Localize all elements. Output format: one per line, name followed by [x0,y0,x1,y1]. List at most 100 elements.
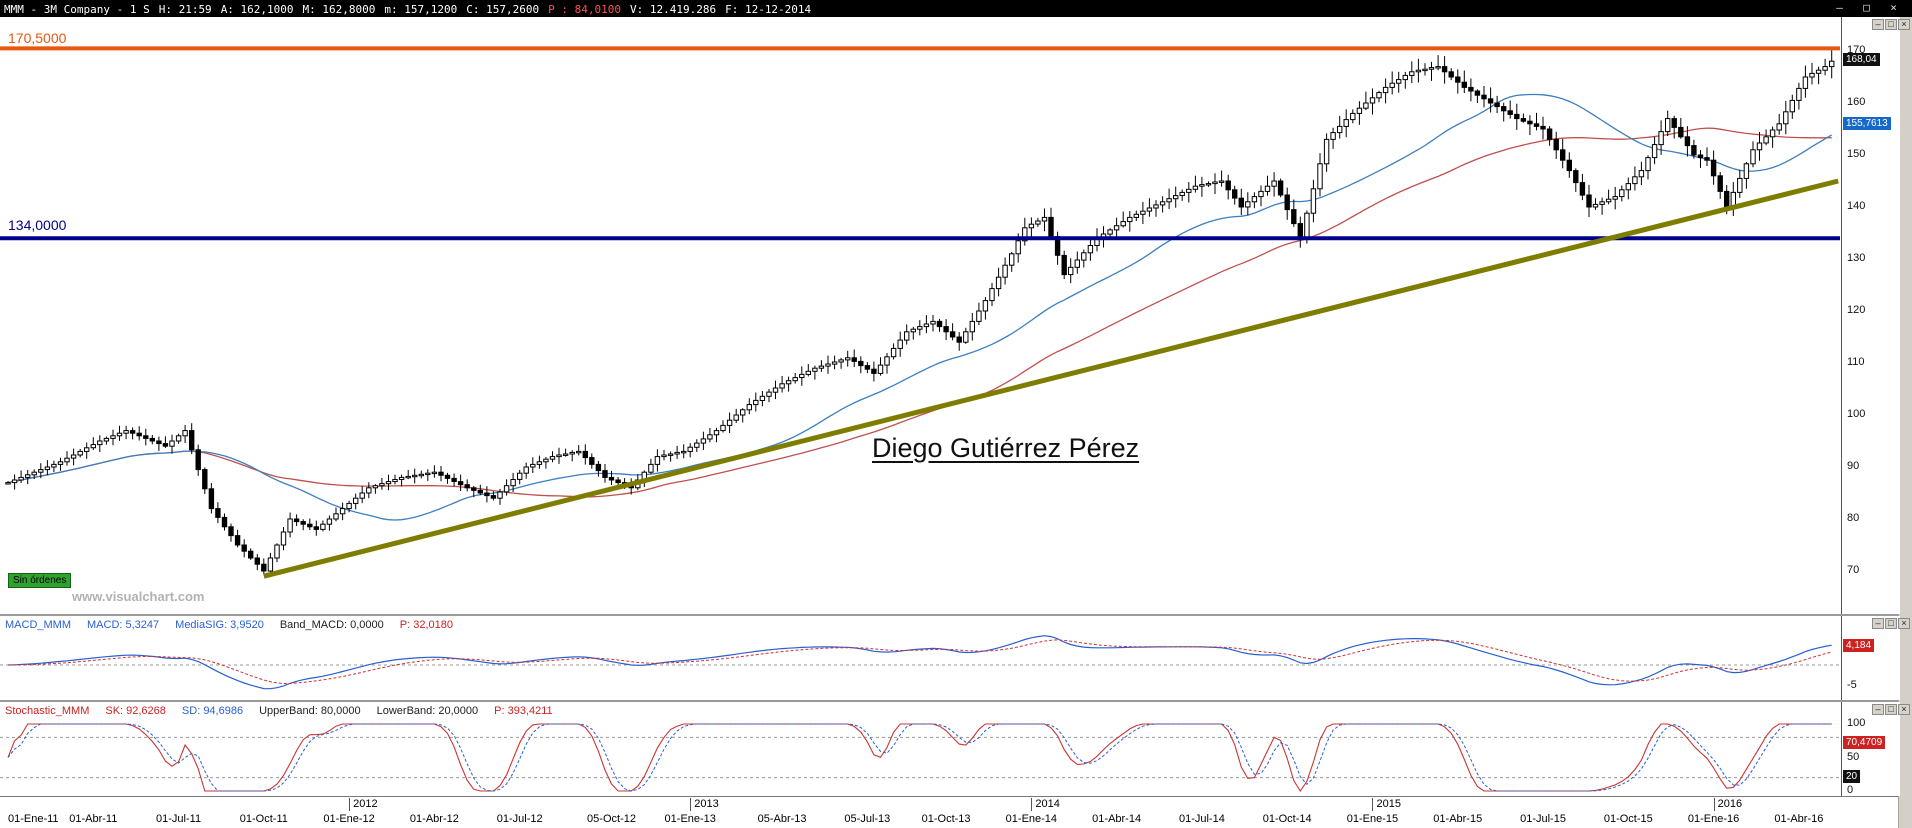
indicator-header-field: MediaSIG: 3,9520 [175,618,264,631]
stochastic-panel: Stochastic_MMM SK: 92,6268 SD: 94,6986 Uppe… [0,700,1912,796]
close-button[interactable]: × [1898,19,1910,30]
date-tick-label: 01-Ene-14 [1005,813,1058,825]
macd-tick-label: -5 [1847,679,1857,691]
close-button[interactable]: × [1898,618,1910,629]
title-field: A: 162,1000 [220,2,294,16]
restore-button[interactable]: □ [1885,704,1897,715]
year-label: 2013 [690,798,719,811]
price-tick-label: 140 [1847,200,1866,212]
price-tick-label: 150 [1847,148,1866,160]
price-tick-label: 100 [1847,408,1866,420]
title-field: MMM - 3M Company - 1 S [4,2,150,16]
year-label: 2012 [349,798,378,811]
stochastic-header: Stochastic_MMM SK: 92,6268 SD: 94,6986 Uppe… [0,702,1840,719]
date-tick-label: 01-Abr-16 [1774,813,1824,825]
date-tick-label: 01-Ene-11 [8,813,59,825]
date-tick-label: 01-Ene-16 [1687,813,1740,825]
price-tick-label: 70 [1847,564,1860,576]
stoch-band-badge: 20 [1843,769,1861,783]
year-label: 2014 [1031,798,1060,811]
price-tick-label: 110 [1847,356,1865,368]
indicator-header-field: P: 393,4211 [494,704,553,717]
date-tick-label: 01-Abr-14 [1092,813,1142,825]
visualchart-watermark: www.visualchart.com [72,589,205,604]
stoch-tick-label: 100 [1847,717,1866,729]
date-tick-label: 01-Ene-13 [664,813,716,825]
price-tick-label: 130 [1847,252,1866,264]
minimize-button[interactable]: – [1872,618,1884,629]
macd-header: MACD_MMM MACD: 5,3247 MediaSIG: 3,9520 Band… [0,616,1840,633]
restore-button[interactable]: □ [1885,618,1897,629]
date-tick-label: 05-Jul-13 [844,813,891,825]
indicator-header-field: SK: 92,6268 [105,704,166,717]
date-tick-label: 01-Abr-11 [69,813,118,825]
price-tick-label: 170 [1847,44,1866,56]
stochastic-axis[interactable]: 100 50 0 70,4709 20 [1841,702,1900,796]
title-field: P : 84,0100 [548,2,621,16]
time-axis[interactable]: 2012 2013 2014 2015 2016 01-Ene-11 01-Abr-11 0… [0,796,1912,828]
indicator-header-field: UpperBand: 80,0000 [259,704,361,717]
date-tick-label: 01-Ene-12 [323,813,375,825]
minimize-button[interactable]: – [1872,704,1884,715]
indicator-header-field: Band_MACD: 0,0000 [279,618,384,631]
year-label: 2015 [1372,798,1401,811]
window-controls: – □ × [1833,1,1909,14]
title-bar-text: MMM - 3M Company - 1 S H: 21:59 A: 162,100… [4,0,820,18]
stoch-tick-label: 0 [1847,784,1854,796]
author-annotation[interactable]: Diego Gutiérrez Pérez [872,433,1140,463]
date-tick-label: 01-Oct-11 [239,813,288,825]
no-orders-badge: Sin órdenes [8,573,72,588]
date-tick-label: 01-Jul-11 [156,813,202,825]
candlestick-chart[interactable] [0,17,1840,614]
macd-axis[interactable]: -5 4,184 [1841,616,1900,700]
macd-chart[interactable] [0,633,1840,700]
date-tick-label: 05-Oct-12 [587,813,636,825]
price-tick-label: 80 [1847,512,1860,524]
support-level-label: 134,0000 [8,217,67,233]
resistance-level-label: 170,5000 [8,30,67,46]
price-tick-label: 160 [1847,96,1866,108]
close-button[interactable]: × [1890,1,1897,14]
indicator-header-field: MACD_MMM [5,618,71,631]
price-tick-label: 90 [1847,460,1860,472]
price-tick-label: 120 [1847,304,1866,316]
maximize-button[interactable]: □ [1863,1,1870,14]
indicator-header-field: SD: 94,6986 [181,704,244,717]
date-tick-label: 01-Oct-15 [1603,813,1653,825]
minimize-button[interactable]: – [1836,1,1843,14]
price-axis[interactable]: 170 160 150 140 130 120 110 100 90 80 70 168,04 155,… [1841,17,1900,614]
indicator-header-field: MACD: 5,3247 [87,618,160,631]
title-bar[interactable]: MMM - 3M Company - 1 S H: 21:59 A: 162,100… [0,0,1912,17]
date-tick-label: 01-Ene-15 [1346,813,1399,825]
restore-button[interactable]: □ [1885,19,1897,30]
title-field: C: 157,2600 [466,2,540,16]
date-tick-label: 01-Oct-14 [1262,813,1312,825]
last-price-badge: 168,04 [1843,53,1880,67]
indicator-header-field: P: 32,0180 [399,618,453,631]
indicator-header-field: LowerBand: 20,0000 [376,704,479,717]
minimize-button[interactable]: – [1872,19,1884,30]
chart-window-controls: – □ × [1872,19,1910,30]
title-field: H: 21:59 [158,2,212,16]
stoch-value-badge: 70,4709 [1843,735,1886,749]
price-chart-panel: 170,5000 134,0000 Diego Gutiérrez Pérez … [0,17,1912,614]
date-tick-label: 01-Abr-15 [1433,813,1483,825]
indicator-header-field: Stochastic_MMM [5,704,90,717]
title-field: F: 12-12-2014 [725,2,812,16]
date-tick-label: 01-Oct-13 [921,813,971,825]
macd-window-controls: – □ × [1872,618,1910,629]
stochastic-window-controls: – □ × [1872,704,1910,715]
title-field: V: 12.419.286 [629,2,717,16]
close-button[interactable]: × [1898,704,1910,715]
macd-panel: MACD_MMM MACD: 5,3247 MediaSIG: 3,9520 Band… [0,614,1912,700]
ma-value-badge: 155,7613 [1843,117,1891,131]
date-tick-label: 05-Abr-13 [757,813,807,825]
date-tick-label: 01-Jul-12 [496,813,543,825]
title-field: m: 157,1200 [384,2,458,16]
year-label: 2016 [1713,798,1742,811]
date-tick-label: 01-Jul-15 [1520,813,1566,825]
stochastic-chart[interactable] [0,719,1840,796]
date-tick-label: 01-Jul-14 [1178,813,1225,825]
date-tick-label: 01-Abr-12 [409,813,459,825]
